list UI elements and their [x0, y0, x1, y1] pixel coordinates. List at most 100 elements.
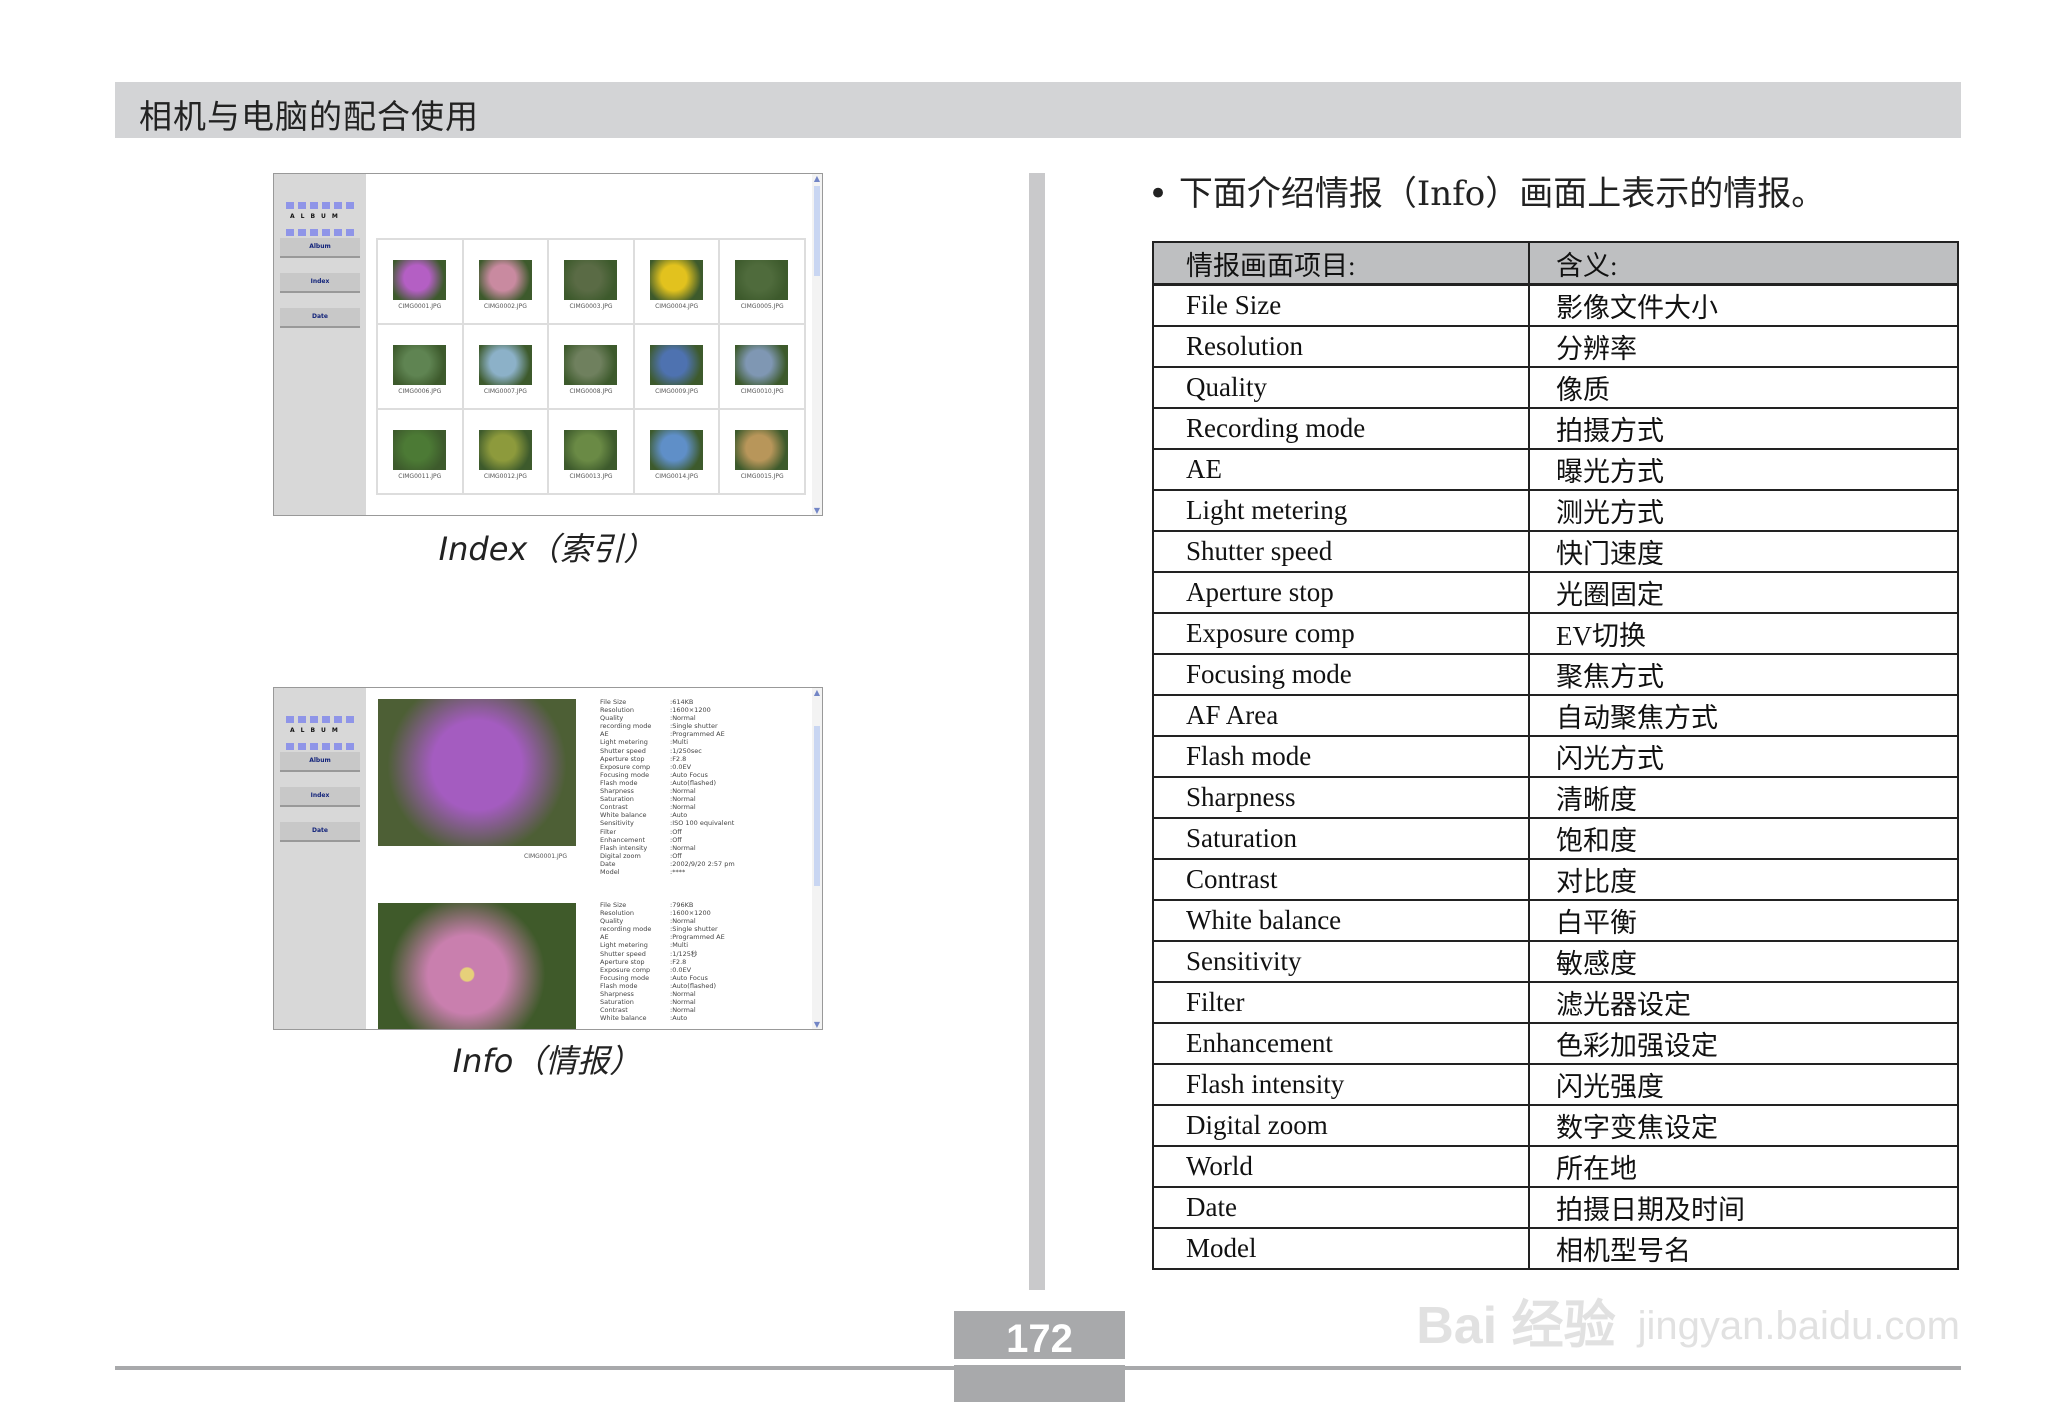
info-label: File Size: [600, 901, 627, 909]
thumbnail-image[interactable]: [564, 345, 618, 385]
info-label: Flash mode: [600, 981, 638, 990]
thumbnail-image[interactable]: [735, 430, 789, 470]
nav-date-button[interactable]: Date: [280, 308, 360, 328]
table-row: World 所在地: [1152, 1145, 1959, 1188]
nav-album-button[interactable]: Album: [280, 752, 360, 772]
thumbnail-filename: CIMG0015.JPG: [740, 473, 784, 480]
logo-square: [322, 743, 330, 750]
info-label: AE: [600, 730, 609, 739]
thumbnail-image[interactable]: [735, 345, 789, 385]
item-cell: AE: [1152, 448, 1530, 491]
thumbnail-cell[interactable]: CIMG0014.JPG: [633, 409, 720, 494]
info-label: AE: [600, 933, 609, 942]
thumbnail-image[interactable]: [649, 260, 703, 300]
scroll-up-icon[interactable]: ▲: [813, 174, 821, 183]
info-value: :Auto(flashed): [670, 778, 717, 787]
meaning-cell: 快门速度: [1528, 530, 1959, 573]
logo-square: [346, 229, 354, 236]
info-value: :F2.8: [670, 754, 687, 763]
thumbnail-cell[interactable]: CIMG0011.JPG: [377, 409, 463, 494]
thumbnail-image[interactable]: [564, 260, 618, 300]
scroll-thumb[interactable]: [814, 186, 820, 276]
item-cell: Flash intensity: [1152, 1063, 1530, 1106]
table-row: Enhancement 色彩加强设定: [1152, 1022, 1959, 1065]
scroll-up-icon[interactable]: ▲: [813, 688, 821, 697]
info-row: Quality:Normal: [600, 917, 725, 925]
thumbnail-image[interactable]: [649, 345, 703, 385]
thumbnail-cell[interactable]: CIMG0002.JPG: [462, 239, 549, 324]
scrollbar[interactable]: ▲ ▼: [812, 688, 822, 1029]
page-number-box: 172: [954, 1311, 1125, 1402]
nav-date-button[interactable]: Date: [280, 822, 360, 842]
photo-2[interactable]: [378, 903, 576, 1029]
thumbnail-image[interactable]: [393, 345, 446, 385]
item-cell: Aperture stop: [1152, 571, 1530, 614]
table-row: AF Area 自动聚焦方式: [1152, 694, 1959, 737]
info-value: :Off: [670, 835, 682, 844]
thumbnail-image[interactable]: [478, 345, 532, 385]
info-value: :****: [670, 867, 686, 876]
thumbnail-cell[interactable]: CIMG0015.JPG: [719, 409, 805, 494]
thumbnail-cell[interactable]: CIMG0012.JPG: [462, 409, 549, 494]
thumbnail-image[interactable]: [393, 260, 446, 300]
meaning-cell: 色彩加强设定: [1528, 1022, 1959, 1065]
scroll-down-icon[interactable]: ▼: [813, 506, 821, 515]
info-row: Sensitivity:ISO 100 equivalent: [600, 819, 735, 827]
item-cell: Filter: [1152, 981, 1530, 1024]
table-header-row: 情报画面项目: 含义:: [1152, 241, 1959, 286]
thumbnail-cell[interactable]: CIMG0007.JPG: [462, 324, 549, 409]
thumbnail-cell[interactable]: CIMG0003.JPG: [548, 239, 634, 324]
thumbnail-cell[interactable]: CIMG0004.JPG: [633, 239, 720, 324]
thumbnail-image[interactable]: [564, 430, 618, 470]
scroll-thumb[interactable]: [814, 726, 820, 886]
logo-square: [322, 202, 330, 209]
info-value: :Single shutter: [670, 925, 718, 934]
info-label: Contrast: [600, 1006, 628, 1015]
info-row: Flash mode:Auto(flashed): [600, 982, 725, 990]
nav-index-button[interactable]: Index: [280, 273, 360, 293]
thumbnail-cell[interactable]: CIMG0013.JPG: [548, 409, 634, 494]
thumbnail-cell[interactable]: CIMG0001.JPG: [377, 239, 463, 324]
thumbnail-image[interactable]: [478, 260, 532, 300]
item-cell: Light metering: [1152, 489, 1530, 532]
scrollbar[interactable]: ▲ ▼: [812, 174, 822, 515]
info-label: Sensitivity: [600, 819, 634, 828]
info-label: File Size: [600, 698, 627, 706]
thumbnail-cell[interactable]: CIMG0005.JPG: [719, 239, 805, 324]
photo-1[interactable]: [378, 699, 576, 846]
thumbnail-cell[interactable]: CIMG0008.JPG: [548, 324, 634, 409]
thumbnail-cell[interactable]: CIMG0009.JPG: [633, 324, 720, 409]
thumbnail-image[interactable]: [478, 430, 532, 470]
album-sidebar: ALBUM Album Index Date: [274, 174, 366, 515]
nav-album-button[interactable]: Album: [280, 238, 360, 258]
thumbnail-cell[interactable]: CIMG0010.JPG: [719, 324, 805, 409]
info-label: Saturation: [600, 795, 634, 804]
info-label: White balance: [600, 1014, 647, 1023]
thumbnail-image[interactable]: [393, 430, 446, 470]
info-label: Sharpness: [600, 787, 634, 796]
info-value: :Off: [670, 827, 682, 836]
logo-square: [310, 202, 318, 209]
meaning-cell: 拍摄日期及时间: [1528, 1186, 1959, 1229]
info-label: White balance: [600, 811, 647, 820]
item-cell: Exposure comp: [1152, 612, 1530, 655]
item-cell: Sensitivity: [1152, 940, 1530, 983]
logo-square: [310, 716, 318, 723]
album-sidebar: ALBUM Album Index Date: [274, 688, 366, 1029]
column-divider: [1029, 173, 1045, 1290]
logo-square: [286, 202, 294, 209]
thumbnail-image[interactable]: [735, 260, 789, 300]
thumbnail-image[interactable]: [649, 430, 703, 470]
nav-index-button[interactable]: Index: [280, 787, 360, 807]
scroll-down-icon[interactable]: ▼: [813, 1020, 821, 1029]
info-value: :Off: [670, 851, 682, 860]
album-logo: ALBUM: [284, 708, 356, 750]
table-row: Exposure comp EV切换: [1152, 612, 1959, 655]
info-value: :Auto: [670, 811, 688, 820]
thumbnail-cell[interactable]: CIMG0006.JPG: [377, 324, 463, 409]
info-row: Enhancement:Off: [600, 836, 735, 844]
info-value: :2002/9/20 2:57 pm: [670, 859, 735, 868]
logo-square: [310, 743, 318, 750]
thumbnail-filename: CIMG0009.JPG: [655, 388, 699, 395]
info-row: Contrast:Normal: [600, 803, 735, 811]
